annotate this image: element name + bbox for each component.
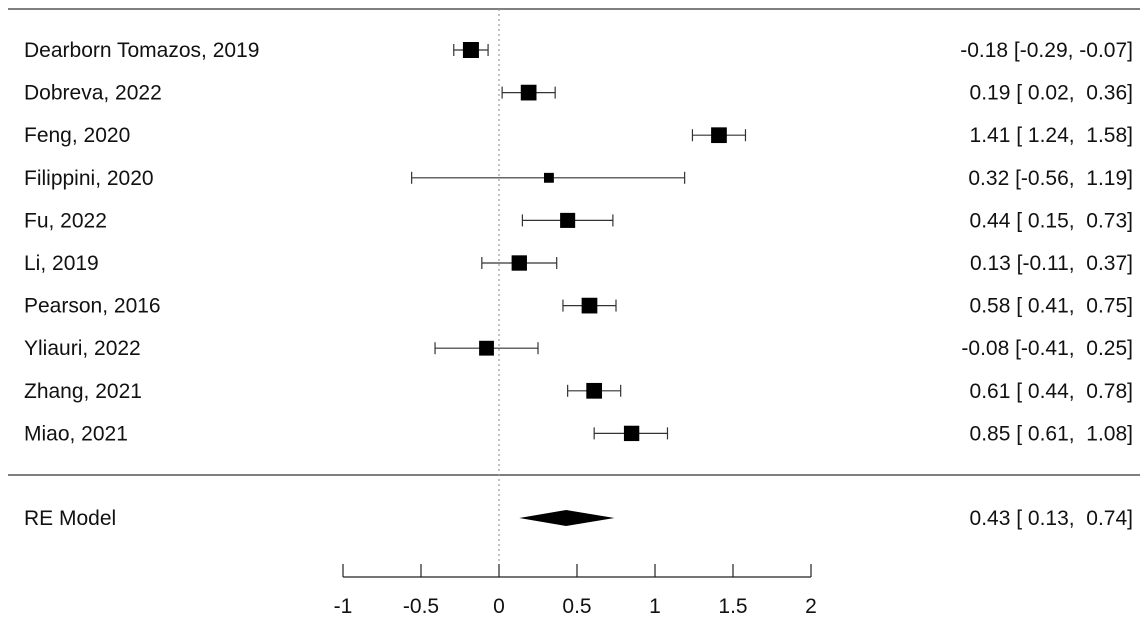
x-axis: -1 -0.5 0 0.5 1 1.5 2 xyxy=(334,564,817,618)
study-row: Filippini, 2020 0.32 [-0.56, 1.19] xyxy=(24,167,1133,190)
study-label: Filippini, 2020 xyxy=(24,167,154,190)
summary-label: RE Model xyxy=(24,507,116,530)
x-axis-ticks: -1 -0.5 0 0.5 1 1.5 2 xyxy=(334,564,817,618)
study-ci-text: 0.32 [-0.56, 1.19] xyxy=(968,167,1133,190)
x-tick-label: -1 xyxy=(334,595,353,618)
effect-square xyxy=(586,382,603,399)
study-label: Feng, 2020 xyxy=(24,124,130,147)
study-ci-text: 0.13 [-0.11, 0.37] xyxy=(970,252,1133,275)
effect-square xyxy=(462,42,479,58)
study-label: Dobreva, 2022 xyxy=(24,82,162,105)
study-ci-text: -0.18 [-0.29, -0.07] xyxy=(960,39,1133,62)
x-tick-label: 0.5 xyxy=(562,595,591,618)
study-ci-text: 1.41 [ 1.24, 1.58] xyxy=(970,124,1133,147)
x-tick-label: 1 xyxy=(649,595,661,618)
x-tick-label: 0 xyxy=(493,595,505,618)
study-row: Dearborn Tomazos, 2019 -0.18 [-0.29, -0.0… xyxy=(24,39,1133,62)
study-row: Fu, 2022 0.44 [ 0.15, 0.73] xyxy=(24,209,1133,232)
effect-square xyxy=(543,172,554,183)
study-rows: Dearborn Tomazos, 2019 -0.18 [-0.29, -0.0… xyxy=(24,39,1133,445)
summary-row: RE Model 0.43 [ 0.13, 0.74] xyxy=(24,507,1133,530)
summary-ci-text: 0.43 [ 0.13, 0.74] xyxy=(970,507,1133,530)
study-ci-text: 0.44 [ 0.15, 0.73] xyxy=(970,209,1133,232)
study-row: Li, 2019 0.13 [-0.11, 0.37] xyxy=(24,252,1133,275)
x-tick-label: 2 xyxy=(805,595,817,618)
effect-square xyxy=(560,212,576,228)
study-label: Pearson, 2016 xyxy=(24,295,161,318)
effect-square xyxy=(479,340,494,356)
study-ci-text: -0.08 [-0.41, 0.25] xyxy=(961,337,1133,360)
study-ci-text: 0.19 [ 0.02, 0.36] xyxy=(970,82,1133,105)
study-label: Yliauri, 2022 xyxy=(24,337,141,360)
effect-square xyxy=(520,84,537,101)
study-ci-text: 0.85 [ 0.61, 1.08] xyxy=(970,422,1133,445)
study-ci-text: 0.61 [ 0.44, 0.78] xyxy=(970,380,1133,403)
summary-diamond xyxy=(519,510,615,526)
study-row: Feng, 2020 1.41 [ 1.24, 1.58] xyxy=(24,124,1133,147)
study-row: Zhang, 2021 0.61 [ 0.44, 0.78] xyxy=(24,380,1133,403)
effect-square xyxy=(623,425,640,442)
effect-square xyxy=(711,127,727,144)
study-row: Yliauri, 2022 -0.08 [-0.41, 0.25] xyxy=(24,337,1133,360)
study-label: Li, 2019 xyxy=(24,252,99,275)
study-row: Miao, 2021 0.85 [ 0.61, 1.08] xyxy=(24,422,1133,445)
study-label: Fu, 2022 xyxy=(24,209,107,232)
study-label: Dearborn Tomazos, 2019 xyxy=(24,39,259,62)
x-tick-label: -0.5 xyxy=(403,595,439,618)
effect-square xyxy=(581,297,598,314)
study-row: Dobreva, 2022 0.19 [ 0.02, 0.36] xyxy=(24,82,1133,105)
study-label: Zhang, 2021 xyxy=(24,380,142,403)
study-ci-text: 0.58 [ 0.41, 0.75] xyxy=(970,295,1133,318)
x-tick-label: 1.5 xyxy=(718,595,747,618)
study-label: Miao, 2021 xyxy=(24,422,128,445)
study-row: Pearson, 2016 0.58 [ 0.41, 0.75] xyxy=(24,295,1133,318)
effect-square xyxy=(511,255,527,271)
